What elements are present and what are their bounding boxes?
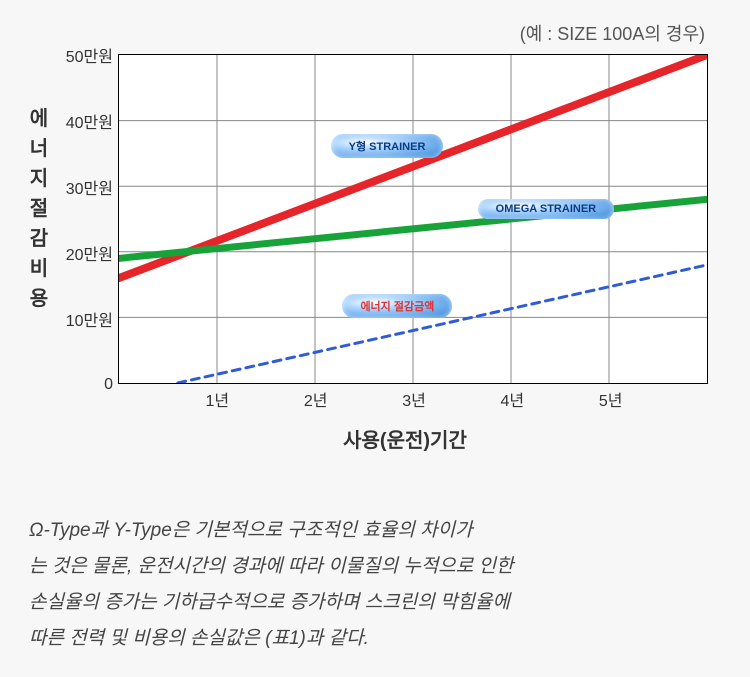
chart-subtitle: (예 : SIZE 100A의 경우) — [25, 20, 725, 46]
y-tick-label: 0 — [104, 376, 113, 394]
y-tick-label: 50만원 — [66, 43, 113, 67]
x-tick-label: 3년 — [402, 387, 426, 411]
x-tick-label: 2년 — [304, 387, 328, 411]
y-tick-label: 40만원 — [66, 109, 113, 133]
series-pill: Y형 STRAINER — [331, 134, 444, 158]
chart-plot-area: 010만원20만원30만원40만원50만원 1년2년3년4년5년 Y형 STRA… — [118, 54, 708, 384]
chart-svg — [119, 55, 707, 383]
y-tick-label: 10만원 — [66, 307, 113, 331]
y-tick-label: 30만원 — [66, 175, 113, 199]
x-tick-label: 4년 — [501, 387, 525, 411]
y-tick-label: 20만원 — [66, 241, 113, 265]
x-tick-label: 5년 — [599, 387, 623, 411]
y-tick-container: 010만원20만원30만원40만원50만원 — [49, 55, 119, 383]
series-pill: 에너지 절감금액 — [342, 294, 452, 318]
x-tick-label: 1년 — [206, 387, 230, 411]
x-tick-container: 1년 2년 3년 4년 5년 — [119, 383, 707, 411]
page-container: (예 : SIZE 100A의 경우) 에너지절감비용 010만원20만원30만… — [0, 0, 750, 677]
chart-wrap: 에너지절감비용 010만원20만원30만원40만원50만원 1년2년3년4년5년… — [25, 54, 725, 384]
series-pill: OMEGA STRAINER — [478, 199, 614, 219]
description-text: Ω-Type과 Y-Type은 기본적으로 구조적인 효율의 차이가는 것은 물… — [25, 513, 725, 657]
x-axis-label: 사용(운전)기간 — [85, 424, 725, 453]
